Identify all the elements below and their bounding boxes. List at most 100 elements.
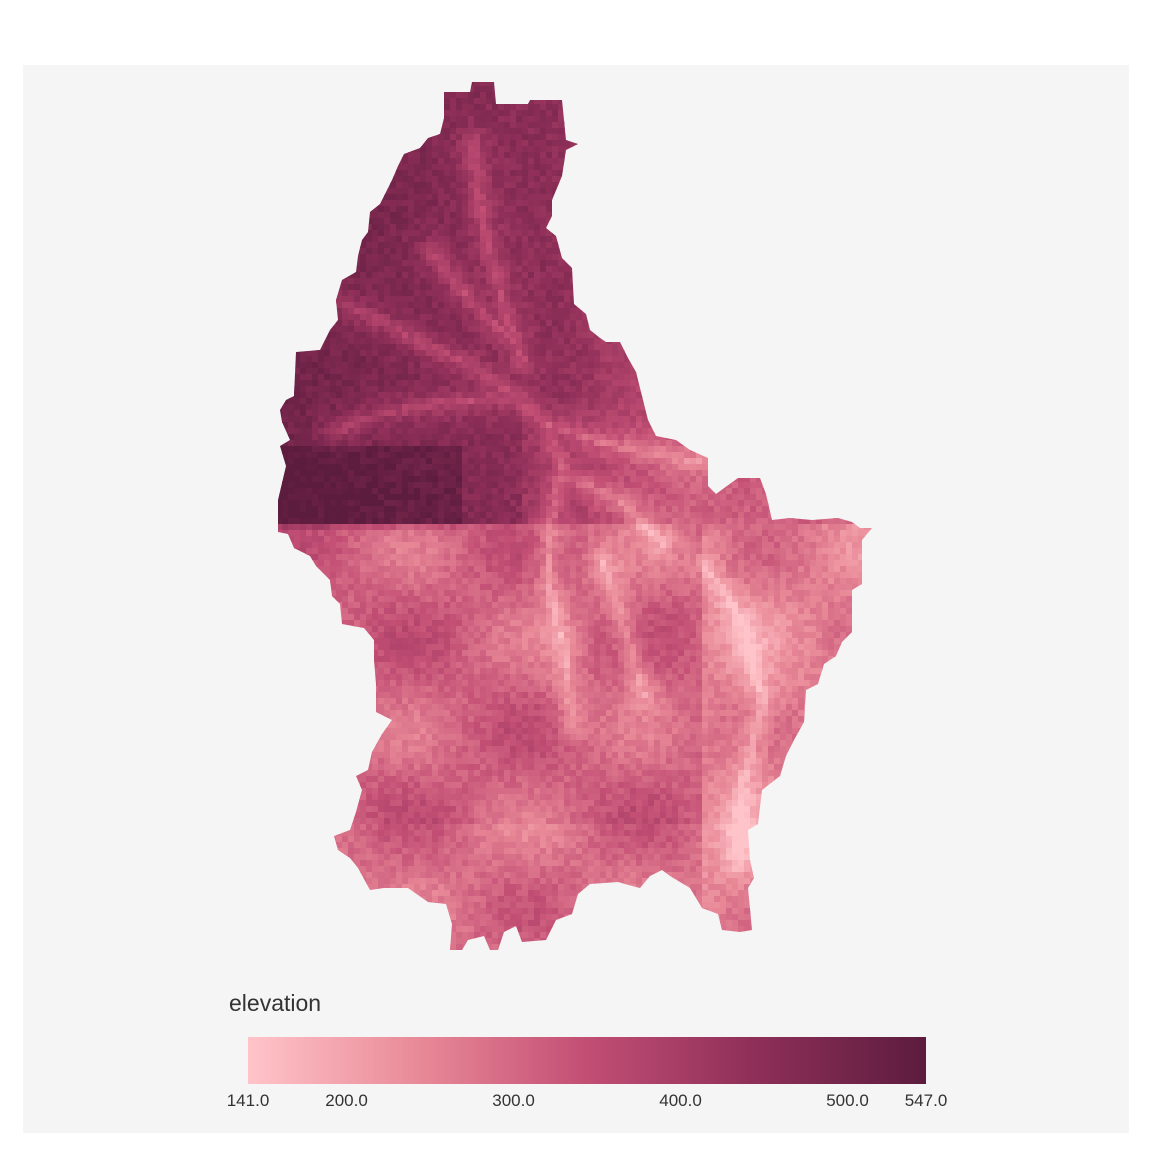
elevation-cell (426, 164, 433, 171)
elevation-cell (582, 290, 589, 297)
elevation-cell (708, 368, 715, 375)
elevation-cell (636, 206, 643, 213)
elevation-cell (462, 200, 469, 207)
elevation-cell (798, 332, 805, 339)
elevation-cell (546, 266, 553, 273)
elevation-cell (336, 146, 343, 153)
elevation-cell (378, 302, 385, 309)
elevation-cell (282, 140, 289, 147)
elevation-cell (420, 266, 427, 273)
elevation-cell (450, 254, 457, 261)
elevation-cell (278, 272, 283, 279)
elevation-cell (720, 206, 727, 213)
elevation-cell (366, 254, 373, 261)
elevation-cell (774, 230, 781, 237)
elevation-cell (336, 350, 343, 357)
elevation-cell (444, 128, 451, 135)
elevation-cell (294, 134, 301, 141)
elevation-cell (666, 350, 673, 357)
elevation-cell (642, 290, 649, 297)
elevation-cell (636, 308, 643, 315)
elevation-cell (828, 128, 835, 135)
elevation-cell (474, 296, 481, 303)
elevation-cell (396, 290, 403, 297)
elevation-cell (354, 242, 361, 249)
elevation-cell (798, 320, 805, 327)
elevation-cell (300, 266, 307, 273)
elevation-cell (702, 332, 709, 339)
elevation-cell (288, 284, 295, 291)
elevation-cell (558, 356, 565, 363)
elevation-cell (726, 296, 733, 303)
elevation-cell (816, 200, 823, 207)
elevation-cell (624, 284, 631, 291)
elevation-cell (498, 338, 505, 345)
elevation-cell (330, 230, 337, 237)
elevation-cell (336, 224, 343, 231)
elevation-cell (690, 146, 697, 153)
elevation-cell (816, 344, 823, 351)
elevation-cell (396, 206, 403, 213)
elevation-cell (492, 146, 499, 153)
elevation-cell (828, 158, 835, 165)
elevation-cell (750, 92, 757, 99)
elevation-cell (278, 176, 283, 183)
elevation-cell (624, 272, 631, 279)
elevation-cell (678, 152, 685, 159)
elevation-cell (498, 82, 505, 87)
elevation-cell (330, 290, 337, 297)
elevation-cell (606, 230, 613, 237)
elevation-cell (558, 338, 565, 345)
elevation-cell (558, 344, 565, 351)
elevation-cell (426, 314, 433, 321)
elevation-cell (516, 248, 523, 255)
elevation-cell (330, 332, 337, 339)
elevation-cell (402, 170, 409, 177)
elevation-cell (846, 104, 853, 111)
elevation-cell (540, 362, 547, 369)
elevation-cell (372, 224, 379, 231)
elevation-cell (600, 284, 607, 291)
elevation-cell (354, 158, 361, 165)
elevation-cell (420, 230, 427, 237)
elevation-cell (474, 86, 481, 93)
elevation-cell (570, 338, 577, 345)
elevation-cell (732, 278, 739, 285)
elevation-cell (408, 344, 415, 351)
elevation-cell (378, 320, 385, 327)
elevation-cell (786, 176, 793, 183)
elevation-cell (684, 362, 691, 369)
elevation-cell (588, 314, 595, 321)
elevation-cell (546, 110, 553, 117)
elevation-cell (690, 212, 697, 219)
elevation-cell (318, 98, 325, 105)
elevation-cell (570, 82, 577, 87)
elevation-cell (834, 86, 841, 93)
elevation-cell (600, 134, 607, 141)
elevation-cell (294, 326, 301, 333)
elevation-cell (822, 338, 829, 345)
elevation-cell (864, 176, 871, 183)
elevation-cell (630, 170, 637, 177)
elevation-cell (342, 260, 349, 267)
elevation-cell (618, 200, 625, 207)
elevation-cell (756, 152, 763, 159)
elevation-cell (366, 308, 373, 315)
elevation-cell (312, 170, 319, 177)
elevation-cell (846, 98, 853, 105)
elevation-cell (678, 116, 685, 123)
elevation-cell (294, 86, 301, 93)
elevation-cell (432, 116, 439, 123)
elevation-cell (498, 308, 505, 315)
elevation-cell (612, 350, 619, 357)
elevation-cell (324, 236, 331, 243)
elevation-cell (870, 302, 872, 309)
elevation-cell (282, 248, 289, 255)
elevation-cell (402, 152, 409, 159)
elevation-cell (744, 152, 751, 159)
elevation-cell (318, 212, 325, 219)
elevation-cell (312, 86, 319, 93)
elevation-cell (342, 158, 349, 165)
elevation-cell (684, 242, 691, 249)
elevation-cell (576, 302, 583, 309)
